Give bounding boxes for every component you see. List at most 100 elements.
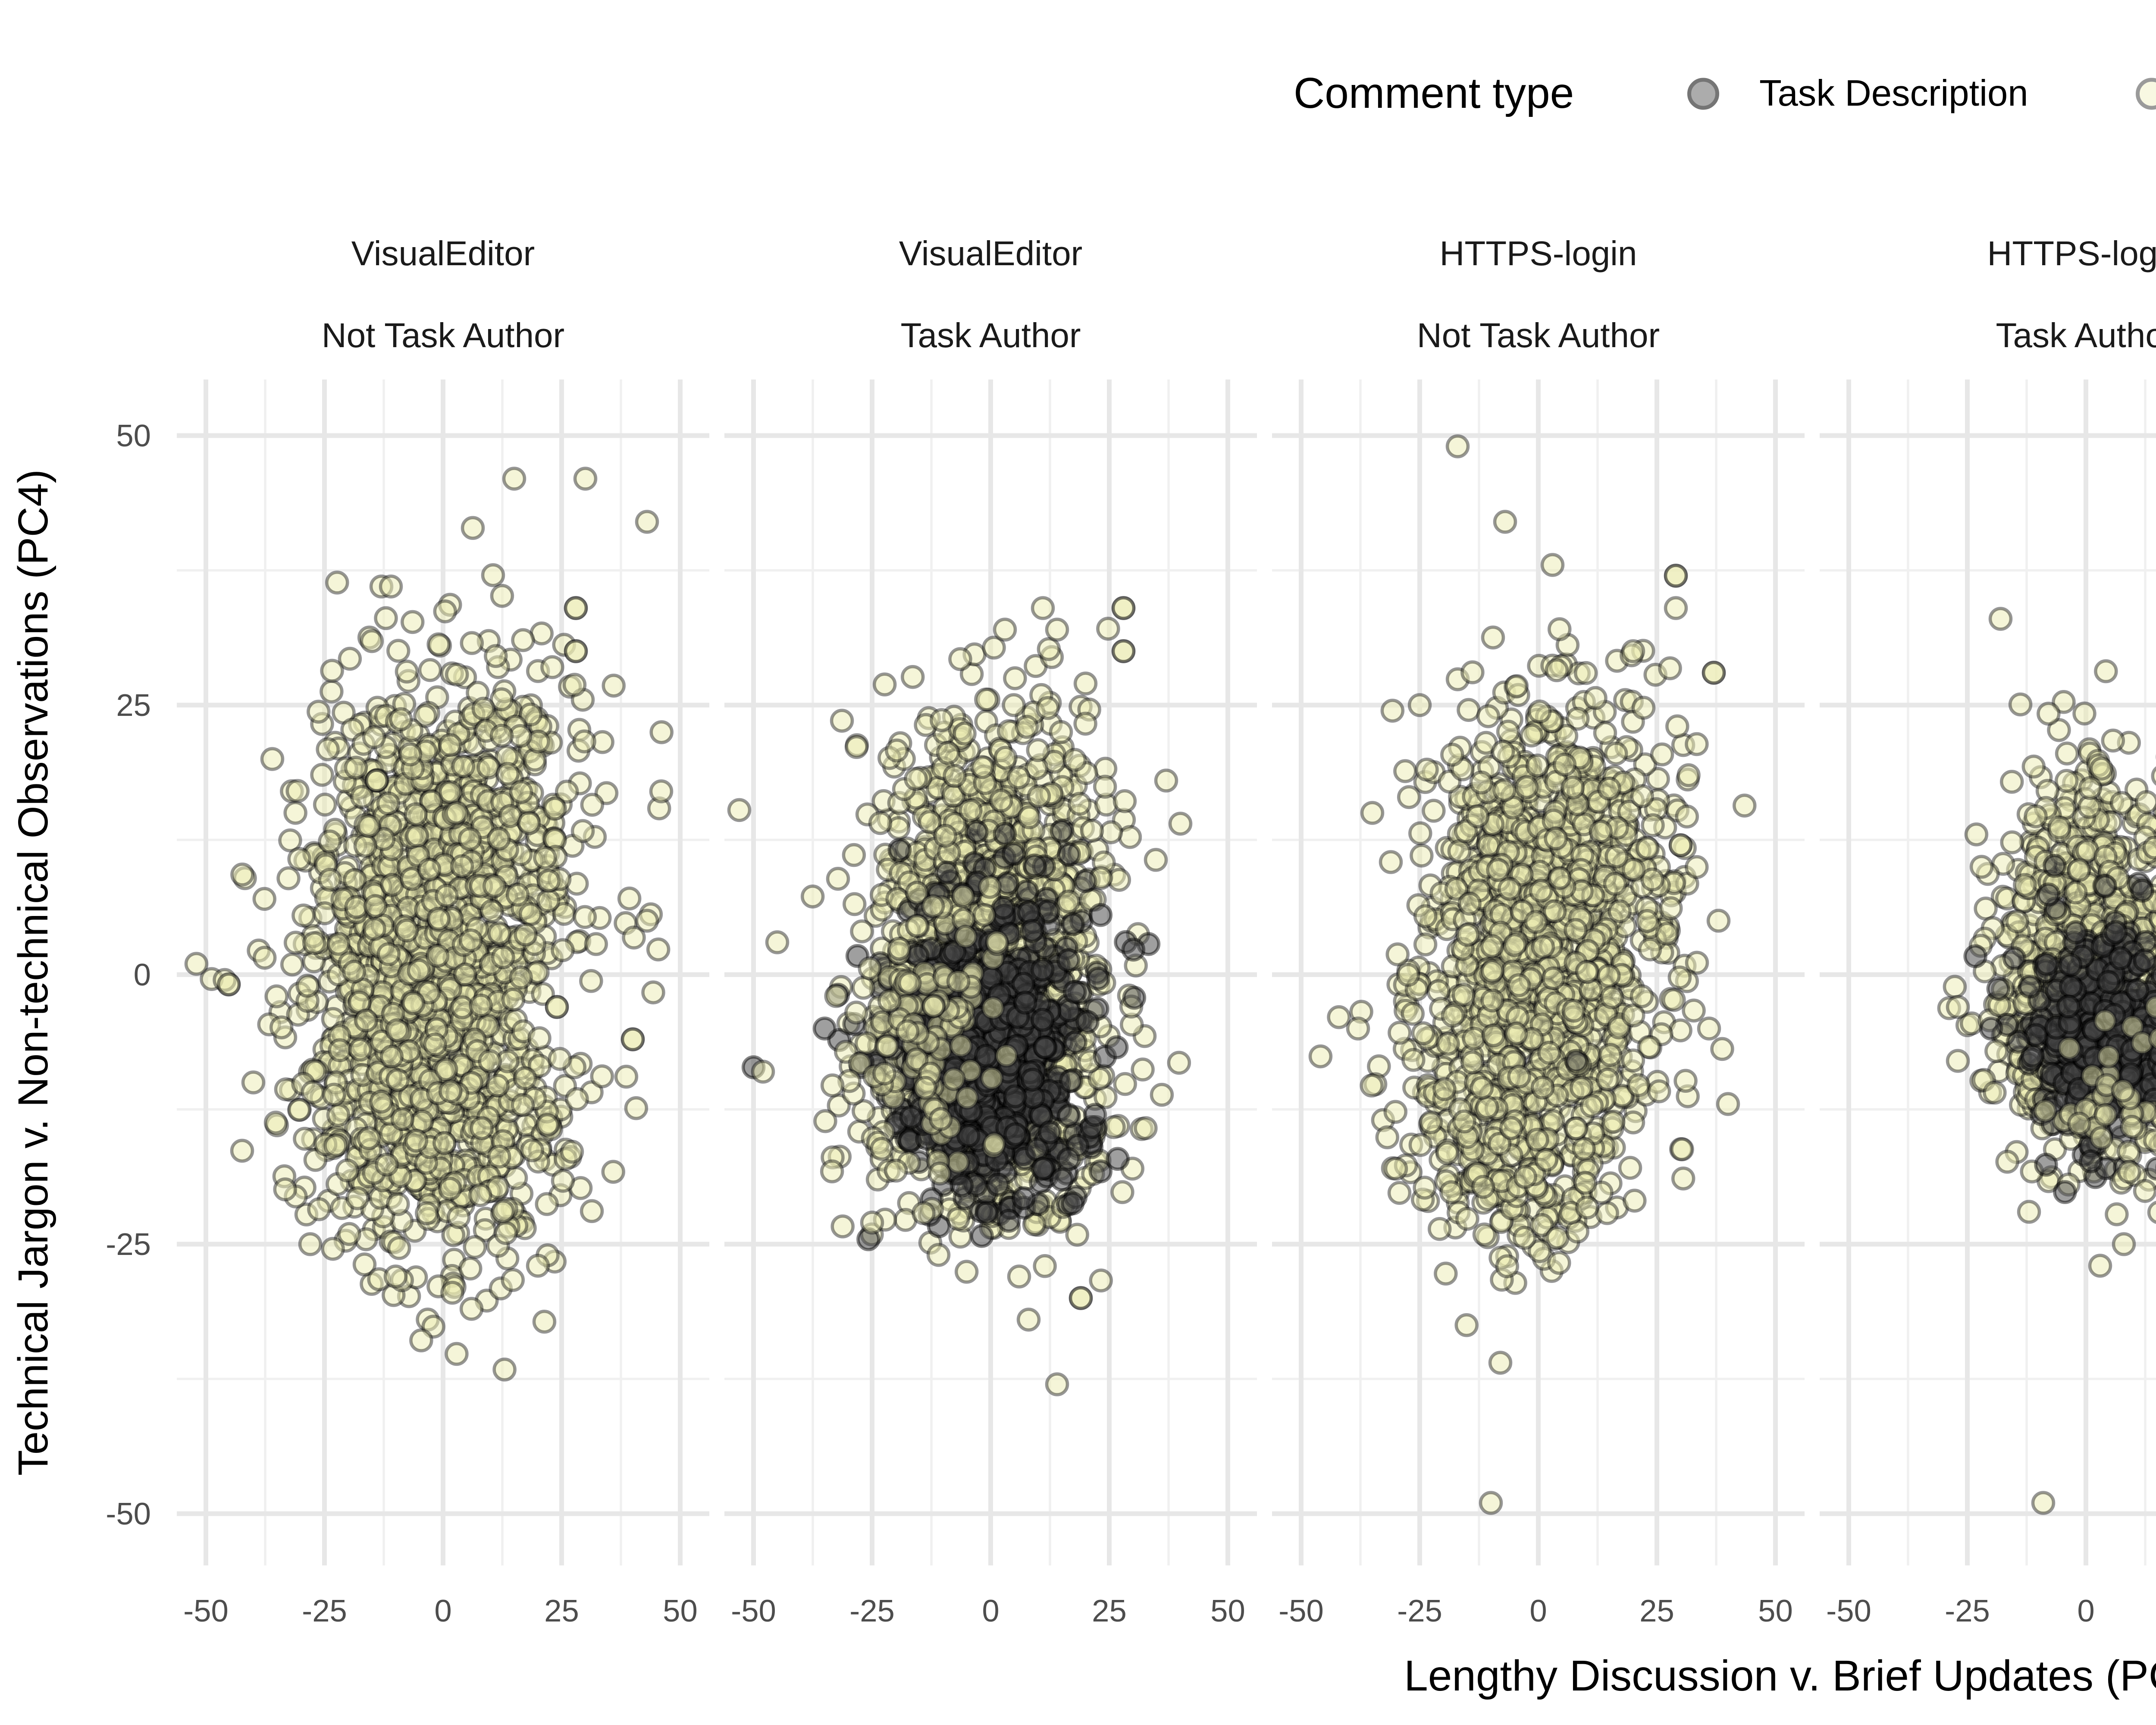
scatter-point <box>320 659 344 683</box>
scatter-point <box>264 984 289 1009</box>
scatter-point <box>1080 819 1104 843</box>
x-tick-label: 25 <box>1639 1593 1674 1628</box>
scatter-point <box>765 930 790 954</box>
scatter-point <box>1110 1180 1134 1204</box>
scatter-point <box>540 655 564 679</box>
x-tick-label: -25 <box>302 1593 347 1628</box>
scatter-point <box>1073 869 1097 893</box>
scatter-point <box>276 866 301 891</box>
scatter-point <box>997 1209 1021 1233</box>
scatter-point <box>858 956 882 981</box>
scatter-point <box>295 973 320 998</box>
scatter-point <box>1383 1100 1408 1124</box>
scatter-point <box>980 1066 1004 1091</box>
scatter-point <box>526 1254 550 1278</box>
scatter-point <box>287 847 311 871</box>
x-tick-label: -50 <box>731 1593 776 1628</box>
scatter-point <box>1003 1084 1027 1108</box>
scatter-point <box>1016 1308 1041 1332</box>
scatter-point <box>830 1214 855 1239</box>
scatter-point <box>369 1089 393 1114</box>
scatter-point <box>1063 1030 1087 1054</box>
scatter-point <box>884 1158 908 1183</box>
scatter-point <box>374 606 398 630</box>
scatter-point <box>536 869 561 893</box>
scatter-point <box>965 820 989 844</box>
scatter-point <box>565 1087 589 1111</box>
x-tick-label: 50 <box>1210 1593 1245 1628</box>
scatter-point <box>1060 912 1085 936</box>
scatter-point <box>230 862 254 887</box>
scatter-point <box>824 984 848 1008</box>
scatter-point <box>338 646 362 671</box>
scatter-point <box>342 960 366 984</box>
scatter-point <box>409 1328 433 1352</box>
facet-strip-line1: VisualEditor <box>899 234 1082 273</box>
scatter-point <box>533 845 557 870</box>
scatter-point <box>826 866 850 891</box>
scatter-point <box>1375 1125 1400 1149</box>
scatter-point <box>1089 1268 1113 1293</box>
scatter-point <box>395 918 419 943</box>
scatter-point <box>812 1016 837 1041</box>
x-tick-label: 0 <box>434 1593 451 1628</box>
scatter-point <box>318 868 342 892</box>
scatter-point <box>460 631 484 655</box>
scatter-point <box>1049 720 1073 744</box>
scatter-point <box>543 797 567 821</box>
scatter-point <box>1496 719 1520 744</box>
scatter-point <box>898 971 922 995</box>
scatter-point <box>649 720 674 744</box>
scatter-point <box>470 1116 494 1140</box>
scatter-point <box>1050 1167 1074 1192</box>
scatter-point <box>435 884 459 908</box>
scatter-point <box>520 1138 544 1162</box>
scatter-point <box>535 1192 559 1216</box>
scatter-point <box>955 1085 979 1110</box>
scatter-point <box>993 618 1017 642</box>
facet-strip-line2: Task Author <box>900 316 1081 354</box>
scatter-point <box>445 662 469 687</box>
scatter-point <box>423 1032 447 1057</box>
scatter-point <box>975 1201 999 1225</box>
scatter-point <box>929 708 954 732</box>
scatter-point <box>1050 819 1074 843</box>
scatter-point <box>401 991 426 1016</box>
scatter-point <box>458 827 482 851</box>
scatter-point <box>813 1109 837 1133</box>
scatter-point <box>298 1232 323 1256</box>
scatter-point <box>970 755 994 779</box>
scatter-point <box>400 610 425 634</box>
scatter-point <box>1030 957 1055 982</box>
scatter-point <box>1001 842 1026 866</box>
scatter-point <box>491 1199 515 1223</box>
scatter-point <box>307 699 331 724</box>
x-tick-label: 25 <box>1092 1593 1127 1628</box>
scatter-point <box>353 834 378 858</box>
scatter-point <box>425 944 450 968</box>
scatter-point <box>302 931 326 955</box>
scatter-point <box>842 843 866 867</box>
task-description-legend-dot-icon <box>1687 78 1719 110</box>
scatter-point <box>483 644 508 668</box>
scatter-point <box>362 725 386 750</box>
scatter-point <box>487 921 511 945</box>
scatter-point <box>727 798 752 822</box>
scatter-point <box>363 894 388 918</box>
scatter-point <box>950 1173 974 1198</box>
scatter-point <box>1013 991 1037 1015</box>
scatter-point <box>1112 789 1137 813</box>
scatter-point <box>1385 942 1410 966</box>
scatter-point <box>928 1161 952 1186</box>
scatter-point <box>1144 848 1168 872</box>
scatter-point <box>958 798 983 823</box>
scatter-point <box>335 1158 360 1182</box>
legend: Comment type Task Description Reply <box>1294 69 2156 117</box>
scatter-point <box>386 639 411 663</box>
facet-strip-line1: HTTPS-login <box>1440 234 1637 273</box>
scatter-point <box>301 1080 325 1104</box>
scatter-point <box>511 1093 535 1117</box>
scatter-point <box>584 932 608 956</box>
